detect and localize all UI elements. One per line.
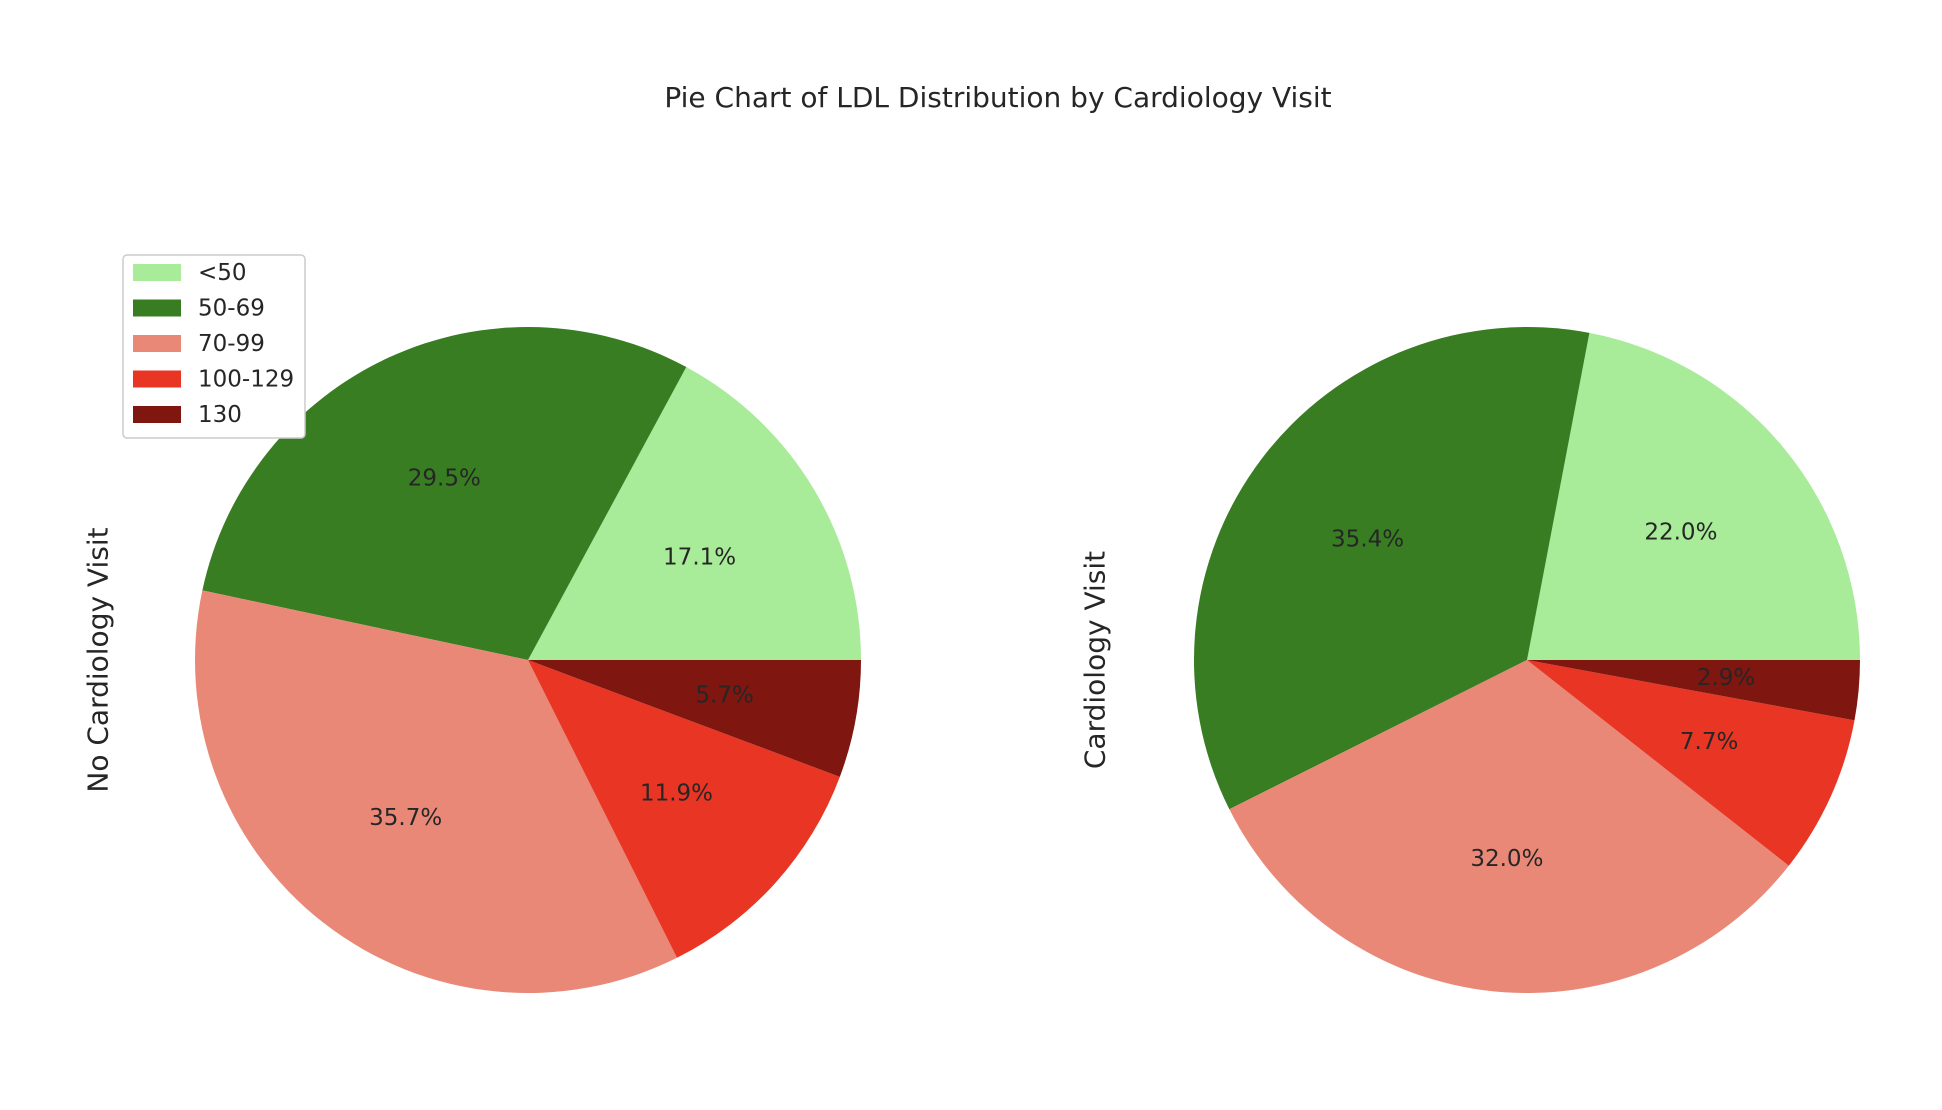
slice-50 bbox=[1527, 332, 1860, 660]
slice-130 bbox=[1527, 660, 1860, 721]
slice-label-70-99: 32.0% bbox=[1470, 846, 1543, 872]
slice-50-69 bbox=[1194, 327, 1590, 810]
slice-label-70-99: 35.7% bbox=[369, 805, 442, 831]
pie-no-cardiology-visit: 17.1% 29.5% 35.7% 11.9% 5.7% No Cardiology Vi… bbox=[82, 327, 861, 993]
legend-swatch-100-129 bbox=[133, 370, 181, 388]
slice-50 bbox=[528, 367, 861, 660]
slice-label-130: 5.7% bbox=[695, 683, 753, 709]
slice-50-69 bbox=[202, 327, 687, 660]
pie-ylabel: Cardiology Visit bbox=[1079, 551, 1112, 769]
pie-ylabel: No Cardiology Visit bbox=[82, 527, 115, 792]
slice-100-129 bbox=[1527, 660, 1855, 866]
chart-title: Pie Chart of LDL Distribution by Cardiol… bbox=[664, 81, 1331, 114]
legend: <50 50-69 70-99 100-129 130 bbox=[122, 254, 306, 439]
legend-label-70-99: 70-99 bbox=[198, 331, 265, 357]
slice-label-100-129: 11.9% bbox=[640, 781, 713, 807]
legend-label-50: <50 bbox=[198, 260, 247, 286]
legend-label-50-69: 50-69 bbox=[198, 296, 265, 322]
legend-swatch-50-69 bbox=[133, 299, 181, 317]
slice-100-129 bbox=[528, 660, 840, 958]
pie-cardiology-visit: 22.0% 35.4% 32.0% 7.7% 2.9% Cardiology Visit bbox=[1079, 327, 1860, 993]
slice-label-50-69: 29.5% bbox=[408, 466, 481, 492]
legend-swatch-70-99 bbox=[133, 335, 181, 352]
slice-label-50: 17.1% bbox=[663, 545, 736, 571]
legend-swatch-130 bbox=[133, 406, 181, 423]
slice-70-99 bbox=[194, 590, 677, 993]
legend-label-130: 130 bbox=[198, 402, 242, 428]
slice-label-50-69: 35.4% bbox=[1331, 527, 1404, 553]
slice-70-99 bbox=[1229, 660, 1789, 993]
legend-label-100-129: 100-129 bbox=[198, 367, 294, 393]
legend-swatch-50 bbox=[133, 264, 181, 281]
slice-label-130: 2.9% bbox=[1697, 665, 1755, 691]
slice-label-50: 22.0% bbox=[1644, 520, 1717, 546]
slice-label-100-129: 7.7% bbox=[1680, 729, 1738, 755]
slice-130 bbox=[528, 660, 861, 777]
